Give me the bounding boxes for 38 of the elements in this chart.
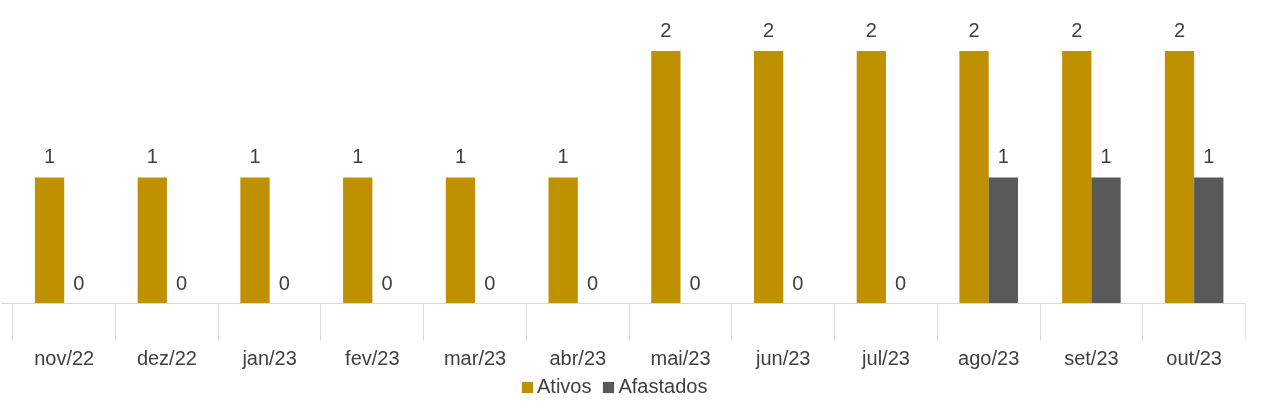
x-tick-label: jul/23 [861, 346, 910, 369]
x-tick-label: jun/23 [755, 346, 811, 369]
data-label: 1 [43, 145, 56, 168]
x-tick-label: out/23 [1166, 346, 1222, 369]
data-label: 0 [73, 271, 85, 294]
data-label: 1 [997, 145, 1009, 168]
data-label: 1 [249, 145, 261, 168]
x-tick-label: mai/23 [650, 346, 711, 369]
x-tick-label: fev/23 [345, 346, 400, 369]
x-tick-label: set/23 [1064, 346, 1119, 369]
data-label: 2 [1071, 19, 1083, 42]
legend-label: Afastados [618, 375, 708, 398]
data-label: 1 [454, 145, 466, 168]
data-label: 1 [146, 145, 158, 168]
data-label: 2 [1173, 19, 1186, 42]
legend-label: Ativos [537, 375, 592, 398]
data-label: 0 [484, 271, 496, 294]
x-tick-label: dez/22 [136, 346, 197, 369]
data-label: 1 [1203, 145, 1215, 168]
data-label: 0 [175, 271, 188, 294]
data-label: 2 [968, 19, 980, 42]
data-label: 0 [895, 271, 907, 294]
data-label: 2 [865, 19, 877, 42]
x-tick-label: nov/22 [34, 346, 95, 369]
x-tick-label: mar/23 [443, 346, 507, 369]
data-label: 1 [352, 145, 364, 168]
data-label: 2 [660, 19, 672, 42]
x-tick-label: jan/23 [241, 346, 297, 369]
x-tick-label: abr/23 [549, 346, 607, 369]
data-label: 1 [1100, 145, 1112, 168]
data-label: 0 [381, 271, 393, 294]
data-label: 2 [763, 19, 775, 42]
data-label: 0 [586, 271, 598, 294]
data-label: 1 [557, 145, 569, 168]
data-label: 0 [689, 271, 701, 294]
data-label: 0 [278, 271, 290, 294]
x-tick-label: ago/23 [958, 346, 1020, 369]
data-label: 0 [792, 271, 804, 294]
